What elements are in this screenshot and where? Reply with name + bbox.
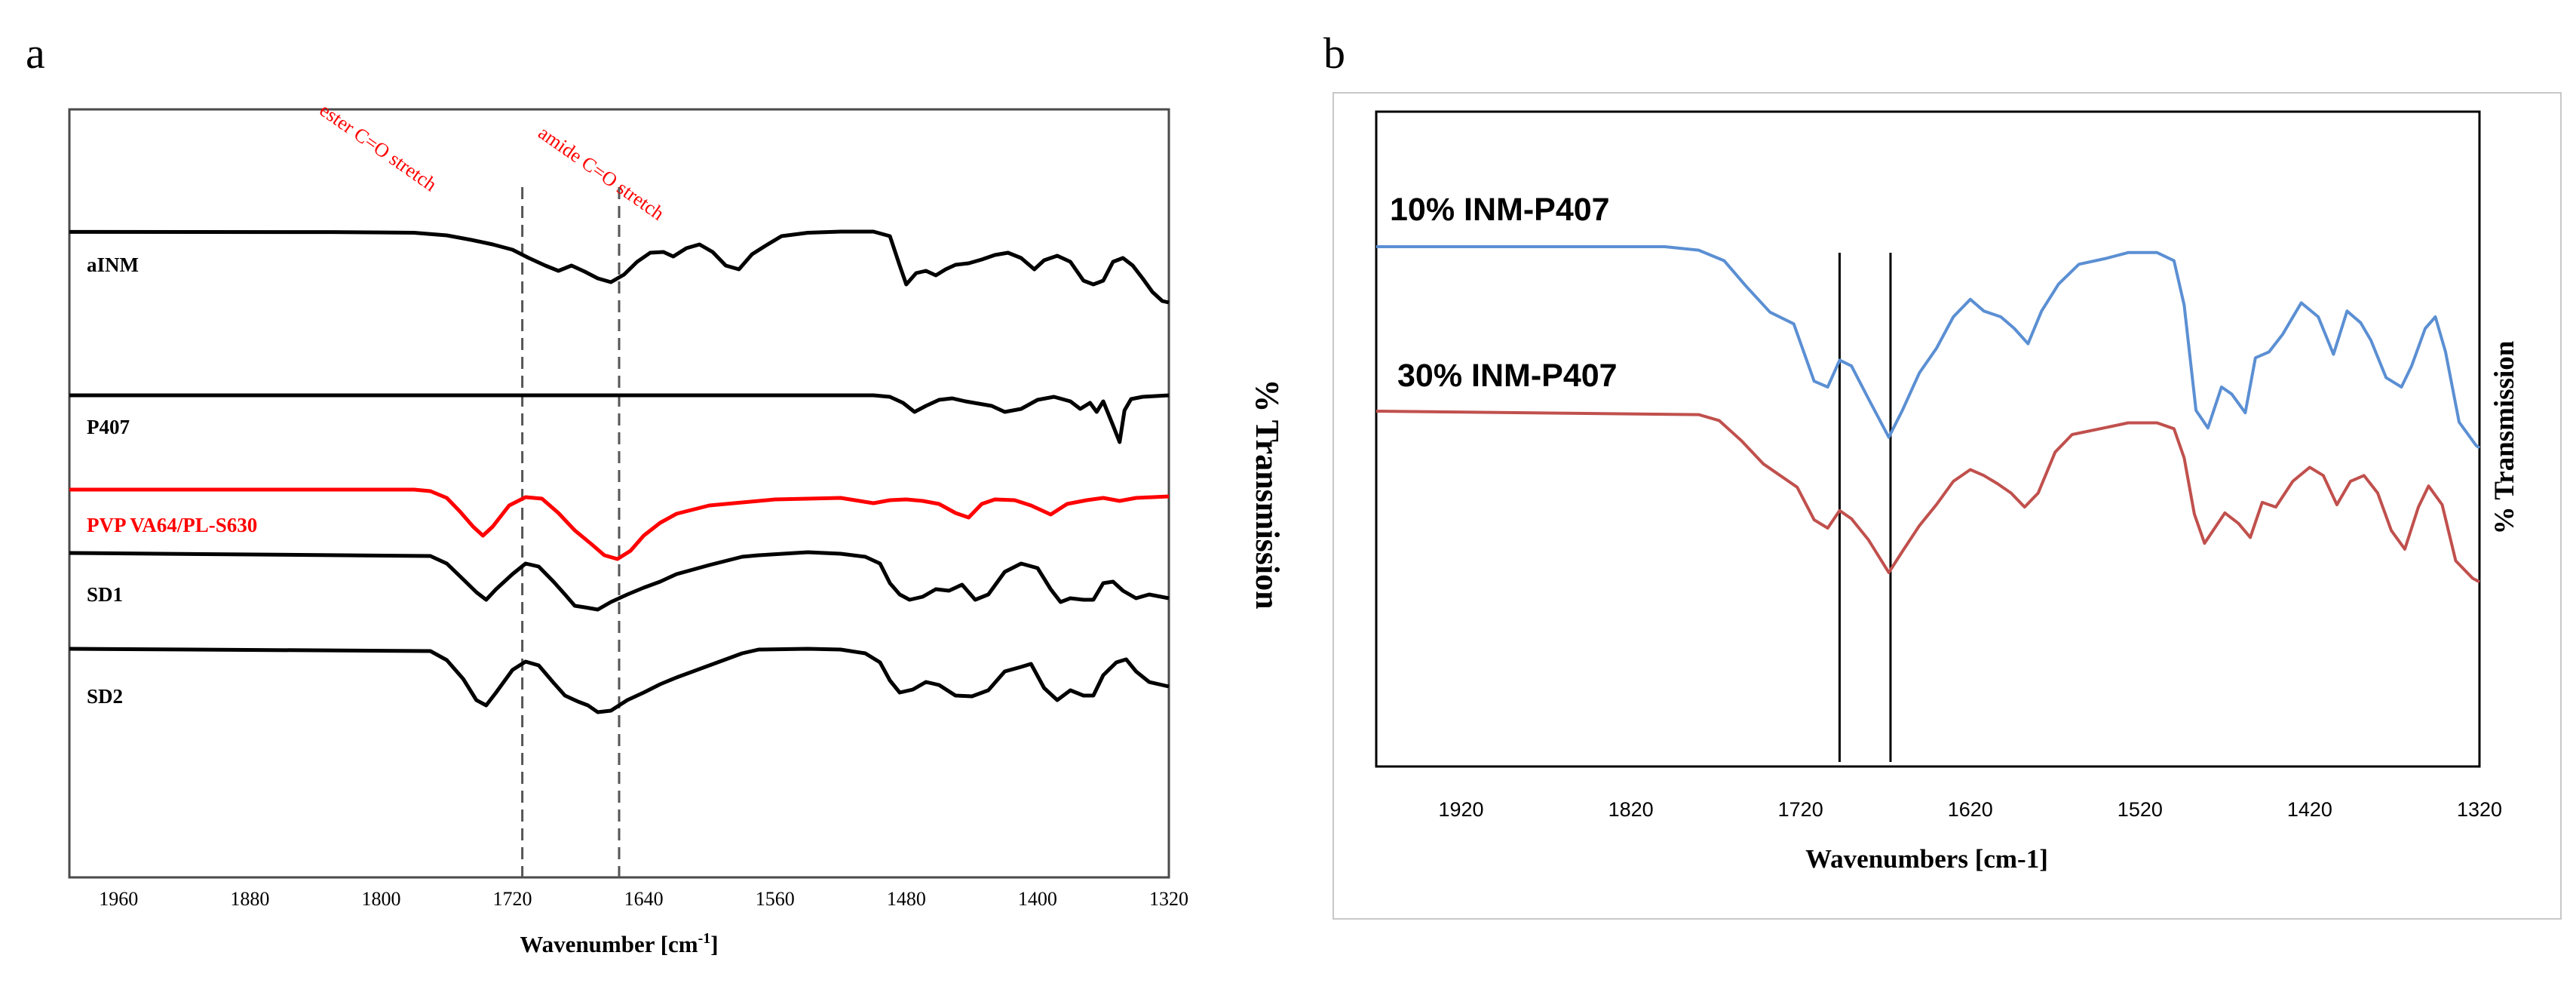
panel-b-x-tick-label: 1920 [1438,798,1483,821]
series-label-10-inm-p407: 10% INM-P407 [1390,192,1610,228]
panel-a-spectra [69,229,1170,714]
panel-a-label: a [26,29,45,78]
panel-a-series-sd1-line [69,550,1170,612]
panel-b-plot-frame [1375,110,2481,768]
panel-a-reference-lines [521,187,621,877]
series-label-pvp-va64: PVP VA64/PL-S630 [87,514,257,536]
panel-b-spectra [1375,245,2481,584]
panel-a-x-tick-label: 1480 [887,888,926,910]
panel-b-series-30-inm-p407-line [1375,410,2480,584]
panel-a-x-tick-label: 1960 [99,888,138,910]
panel-a-series-p407-line [69,393,1170,444]
panel-b-y-axis-title: % Transmission [2489,340,2520,534]
panel-b-x-tick-label: 1820 [1608,798,1654,821]
panel-a-x-tick-label: 1400 [1018,888,1057,910]
series-label-sd2: SD2 [87,685,123,708]
panel-b-x-axis-title: Wavenumbers [cm-1] [1805,844,2048,874]
panel-a-x-tick-label: 1320 [1149,888,1188,910]
panel-a-x-tick-label: 1560 [756,888,795,910]
panel-b-x-tick-label: 1720 [1778,798,1823,821]
series-label-30-inm-p407: 30% INM-P407 [1397,358,1618,394]
series-label-p407: P407 [87,416,130,438]
panel-a-annotations: ester C=O stretch amide C=O stretch [316,99,669,225]
panel-b-x-tick-label: 1620 [1948,798,1993,821]
panel-b-x-axis: 1920 1820 1720 1620 1520 1420 1320 [1438,798,2502,821]
panel-b-x-tick-label: 1420 [2287,798,2332,821]
panel-a-annotation-ester-c-o-stretch: ester C=O stretch [316,99,441,195]
panel-a-x-tick-label: 1640 [624,888,664,910]
panel-a-x-tick-label: 1880 [230,888,269,910]
panel-a-series-ainm-line [69,229,1170,305]
panel-b-outer-frame [1332,92,2562,920]
panel-a-annotation-amide-c-o-stretch: amide C=O stretch [535,121,669,225]
panel-a-y-axis-title: % Transmission [1249,379,1286,609]
panel-a-x-axis: 1960 1880 1800 1720 1640 1560 1480 1400 1320 [99,888,1188,910]
series-label-ainm: aINM [87,253,139,276]
panel-b-label: b [1323,29,1345,78]
panel-b-x-tick-label: 1320 [2457,798,2502,821]
panel-a-series-sd2-line [69,647,1170,714]
panel-a-x-tick-label: 1720 [493,888,532,910]
panel-b-x-tick-label: 1520 [2118,798,2163,821]
panel-a-series-pvp-va64-pl-s630-line [69,487,1170,561]
panel-a-x-axis-title: Wavenumber [cm-1] [520,930,718,957]
panel-b-reference-lines [1838,253,1892,762]
series-label-sd1: SD1 [87,583,123,606]
panel-b-series-10-inm-p407-line [1376,245,2481,450]
panel-a-x-tick-label: 1800 [361,888,400,910]
